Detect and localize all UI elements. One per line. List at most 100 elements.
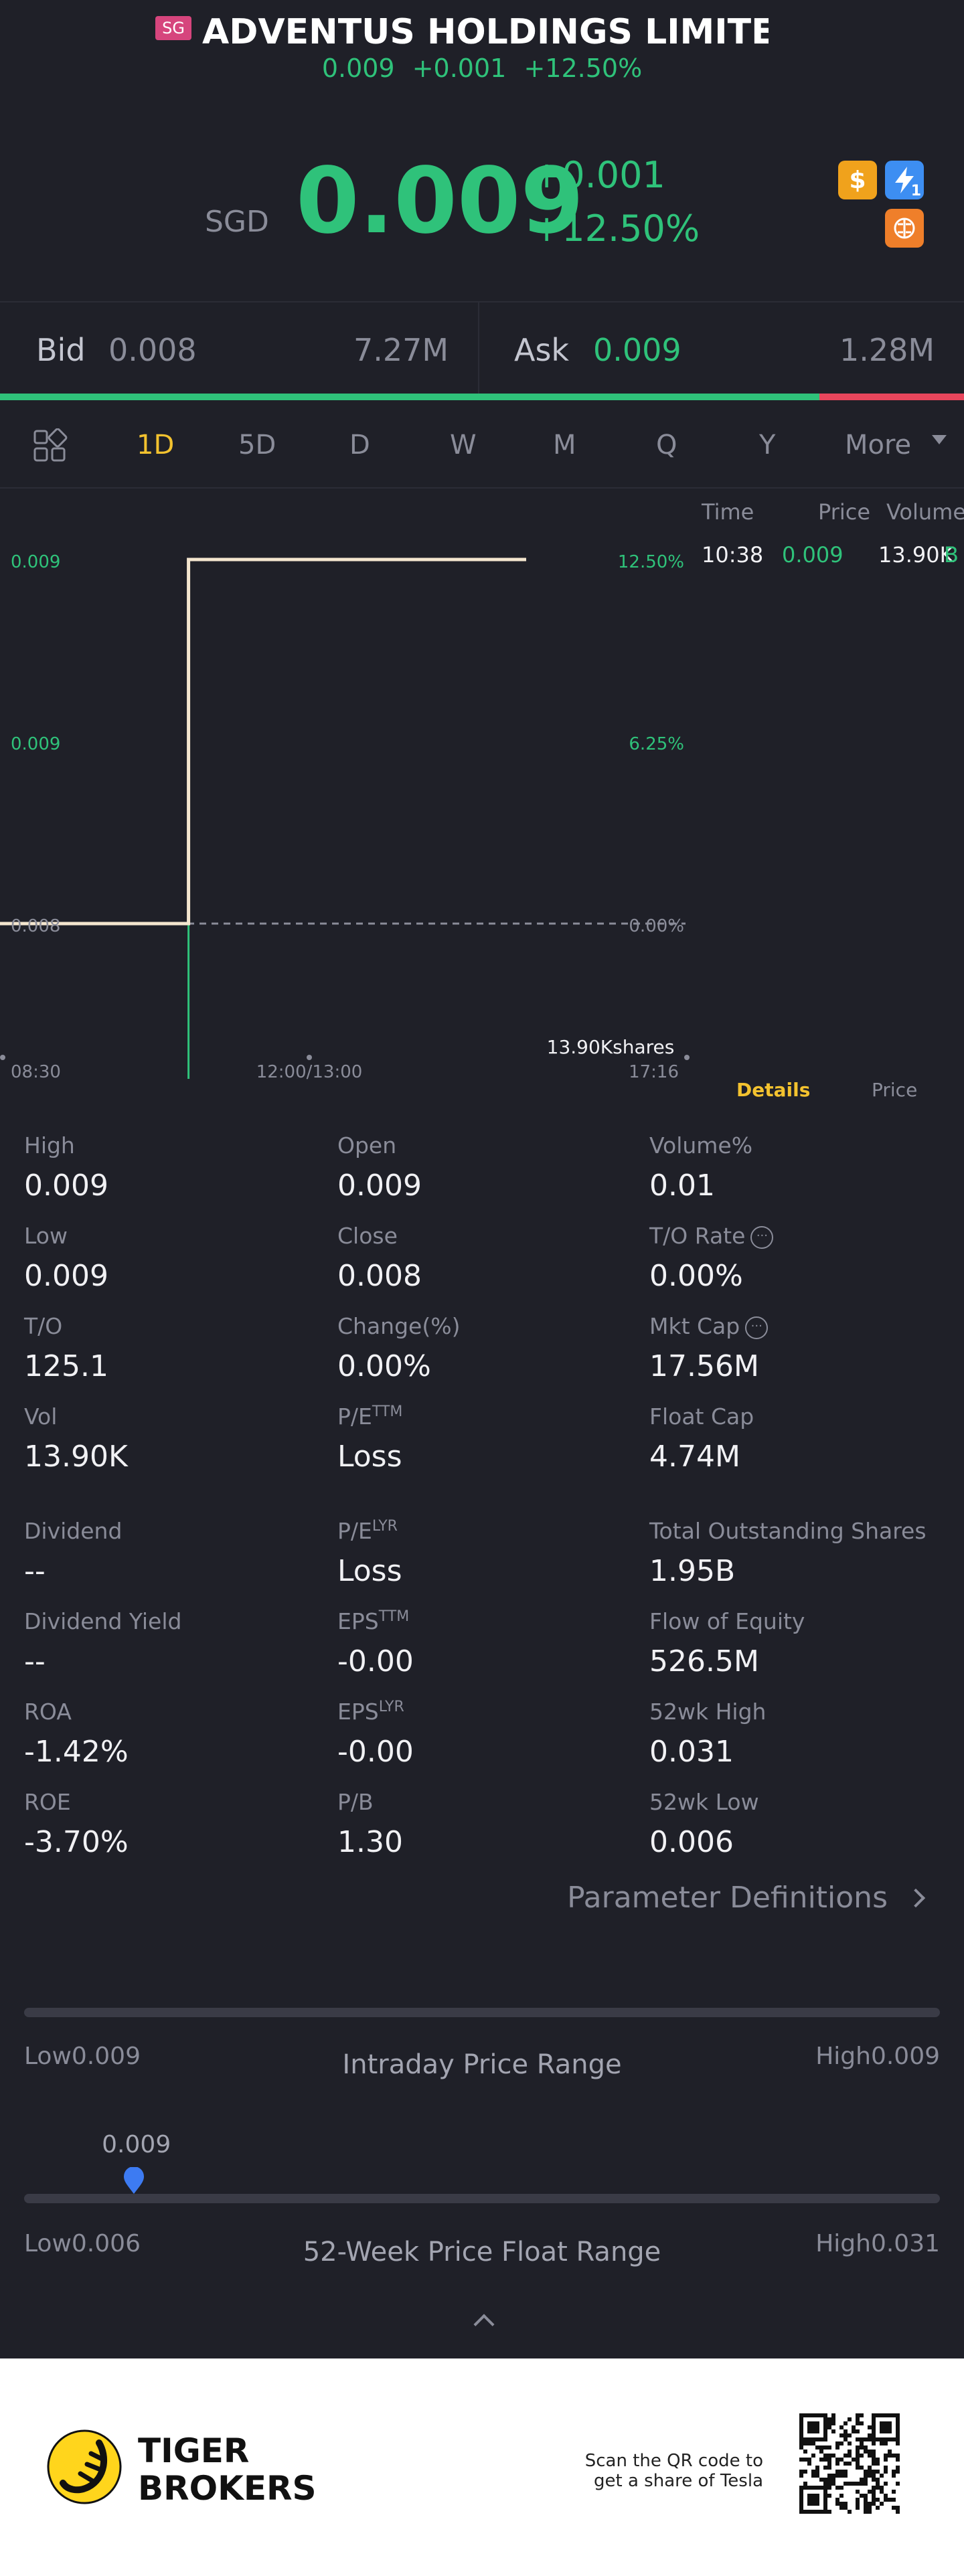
tab-1d[interactable]: 1D — [137, 430, 175, 460]
qr-module — [827, 2494, 831, 2498]
qr-module — [811, 2486, 815, 2490]
chevron-down-icon[interactable] — [932, 435, 947, 444]
tab-5d[interactable]: 5D — [238, 430, 276, 460]
qr-module — [823, 2494, 827, 2498]
qr-module — [872, 2413, 876, 2417]
qr-module — [896, 2437, 900, 2441]
stat-low-label: Low — [24, 1223, 68, 1249]
qr-module — [860, 2482, 864, 2486]
week52-range-title: 52-Week Price Float Range — [303, 2237, 661, 2267]
stat-eps-ttm-label: EPSTTM — [337, 1608, 409, 1634]
qr-module — [864, 2510, 868, 2514]
stat-volume-pct-value: 0.01 — [649, 1169, 715, 1203]
qr-module — [827, 2458, 831, 2462]
qr-module — [799, 2470, 803, 2474]
dollar-icon[interactable]: $ — [838, 161, 877, 199]
tab-m[interactable]: M — [553, 430, 576, 460]
week52-high-label: High — [815, 2230, 871, 2257]
qr-module — [823, 2445, 827, 2450]
qr-module — [848, 2417, 852, 2421]
intraday-chart[interactable]: 0.009 0.009 0.008 12.50% 6.25% 0.00% 13.90Ksha… — [0, 490, 690, 1096]
tab-details[interactable]: Details — [736, 1079, 811, 1101]
ask-size: 1.28M — [839, 332, 935, 368]
qr-module — [872, 2433, 876, 2437]
week52-low-value: 0.006 — [71, 2230, 141, 2257]
qr-module — [807, 2502, 811, 2506]
qr-module — [872, 2421, 876, 2425]
qr-module — [880, 2486, 884, 2490]
qr-module — [823, 2478, 827, 2482]
stat-pe-lyr-text: P/E — [337, 1518, 372, 1544]
info-icon[interactable]: ··· — [750, 1225, 774, 1249]
qr-module — [848, 2450, 852, 2454]
intraday-range-title: Intraday Price Range — [342, 2049, 622, 2080]
qr-module — [868, 2466, 872, 2470]
stat-roe-label: ROE — [24, 1789, 71, 1815]
qr-module — [892, 2498, 896, 2502]
tab-more[interactable]: More — [845, 430, 912, 460]
qr-module — [843, 2454, 848, 2458]
qr-module — [884, 2454, 888, 2458]
tab-price[interactable]: Price — [872, 1079, 918, 1101]
qr-module — [884, 2413, 888, 2417]
left-tick-label: 0.009 — [11, 734, 60, 754]
tab-d[interactable]: D — [349, 430, 370, 460]
qr-module — [815, 2466, 819, 2470]
qr-module — [868, 2425, 872, 2429]
qr-module — [819, 2478, 823, 2482]
chevron-right-icon — [906, 1888, 926, 1908]
stat-vol-value: 13.90K — [24, 1440, 128, 1474]
bid-price: 0.008 — [108, 332, 197, 368]
stat-roe-value: -3.70% — [24, 1825, 129, 1859]
qr-module — [799, 2486, 803, 2490]
qr-code-icon[interactable] — [799, 2413, 900, 2514]
trades-volume-header: Volume — [886, 499, 964, 525]
qr-module — [839, 2470, 843, 2474]
stat-close-value: 0.008 — [337, 1259, 422, 1293]
qr-module — [811, 2454, 815, 2458]
brain-icon[interactable] — [885, 209, 924, 248]
qr-module — [815, 2474, 819, 2478]
qr-module — [896, 2413, 900, 2417]
qr-module — [803, 2458, 807, 2462]
volume-label: 13.90Kshares — [547, 1036, 675, 1058]
qr-module — [876, 2470, 880, 2474]
intraday-low-label: Low — [24, 2043, 72, 2070]
qr-module — [880, 2421, 884, 2425]
chevron-up-icon[interactable] — [473, 2314, 495, 2335]
tab-q[interactable]: Q — [656, 430, 677, 460]
tiger-logo-icon — [47, 2429, 122, 2504]
qr-module — [835, 2458, 839, 2462]
qr-module — [864, 2506, 868, 2510]
parameter-definitions-link[interactable]: Parameter Definitions — [567, 1881, 926, 1915]
qr-module — [872, 2474, 876, 2478]
stat-dividend-value: -- — [24, 1554, 46, 1588]
qr-module — [827, 2482, 831, 2486]
qr-module — [843, 2429, 848, 2433]
tab-y[interactable]: Y — [759, 430, 776, 460]
lightning-icon[interactable]: 1 — [885, 161, 924, 199]
stat-div-yield-value: -- — [24, 1644, 46, 1679]
intraday-high: High0.009 — [815, 2043, 940, 2070]
qr-module — [868, 2502, 872, 2506]
trades-price-header: Price — [818, 499, 871, 525]
stat-pe-lyr-value: Loss — [337, 1554, 402, 1588]
stat-low-value: 0.009 — [24, 1259, 108, 1293]
qr-module — [872, 2454, 876, 2458]
qr-module — [799, 2445, 803, 2450]
bid-label: Bid — [36, 332, 86, 368]
trades-panel: Time Price Volume 10:38 0.009 13.90K B — [690, 490, 964, 1079]
scan-line-2: get a share of Tesla — [594, 2471, 763, 2491]
layout-grid-icon[interactable] — [32, 428, 68, 464]
qr-module — [839, 2486, 843, 2490]
qr-module — [864, 2478, 868, 2482]
stat-to-rate-text: T/O Rate — [649, 1223, 746, 1249]
info-icon[interactable]: ··· — [745, 1316, 769, 1339]
qr-module — [811, 2498, 815, 2502]
qr-module — [872, 2429, 876, 2433]
currency-label: SGD — [205, 205, 269, 239]
tab-w[interactable]: W — [450, 430, 477, 460]
qr-module — [823, 2458, 827, 2462]
intraday-range-bar — [24, 2008, 940, 2017]
qr-module — [856, 2417, 860, 2421]
